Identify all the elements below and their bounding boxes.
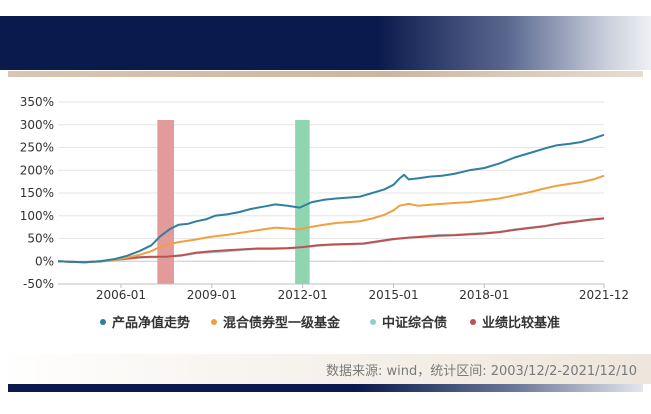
shaded-period — [295, 120, 310, 284]
legend-label: 业绩比较基准 — [482, 315, 560, 331]
footer-bar — [8, 384, 643, 392]
y-tick-label: 0% — [35, 254, 54, 268]
x-tick-label: 2015-01 — [368, 288, 418, 302]
data-source-note: 数据来源: wind，统计区间: 2003/12/2-2021/12/10 — [325, 364, 637, 379]
series-line — [57, 217, 605, 264]
legend-label: 产品净值走势 — [112, 315, 190, 331]
series-layer — [57, 133, 605, 264]
x-tick-label: 2012-01 — [278, 288, 328, 302]
legend-marker — [100, 319, 106, 325]
x-tick-label: 2009-01 — [187, 288, 237, 302]
y-tick-label: 100% — [20, 209, 54, 223]
header-banner — [0, 16, 651, 70]
y-tick-label: 350% — [20, 95, 54, 109]
shaded-periods — [157, 120, 310, 284]
series-line — [57, 133, 605, 264]
shaded-period — [157, 120, 174, 284]
y-tick-label: 150% — [20, 186, 54, 200]
legend-marker — [211, 319, 217, 325]
y-tick-label: -50% — [23, 277, 54, 291]
legend-label: 中证综合债 — [382, 315, 447, 331]
legend: 产品净值走势 混合债券型一级基金 中证综合债 业绩比较基准 — [100, 315, 560, 331]
legend-label: 混合债券型一级基金 — [223, 315, 341, 331]
series-line — [57, 174, 605, 264]
y-tick-label: 250% — [20, 141, 54, 155]
legend-marker — [470, 319, 476, 325]
x-tick-label: 2018-01 — [459, 288, 509, 302]
y-tick-label: 50% — [27, 232, 54, 246]
footer-band — [0, 354, 651, 384]
y-tick-label: 300% — [20, 118, 54, 132]
axis-layer: -50% 0% 50% 100% 150% 200% 250% 300% 350% 2006-01… — [20, 95, 629, 302]
y-tick-label: 200% — [20, 163, 54, 177]
legend-marker — [370, 319, 376, 325]
x-tick-label: 2006-01 — [96, 288, 146, 302]
header-divider — [8, 71, 643, 77]
x-tick-label: 2021-12 — [579, 288, 629, 302]
